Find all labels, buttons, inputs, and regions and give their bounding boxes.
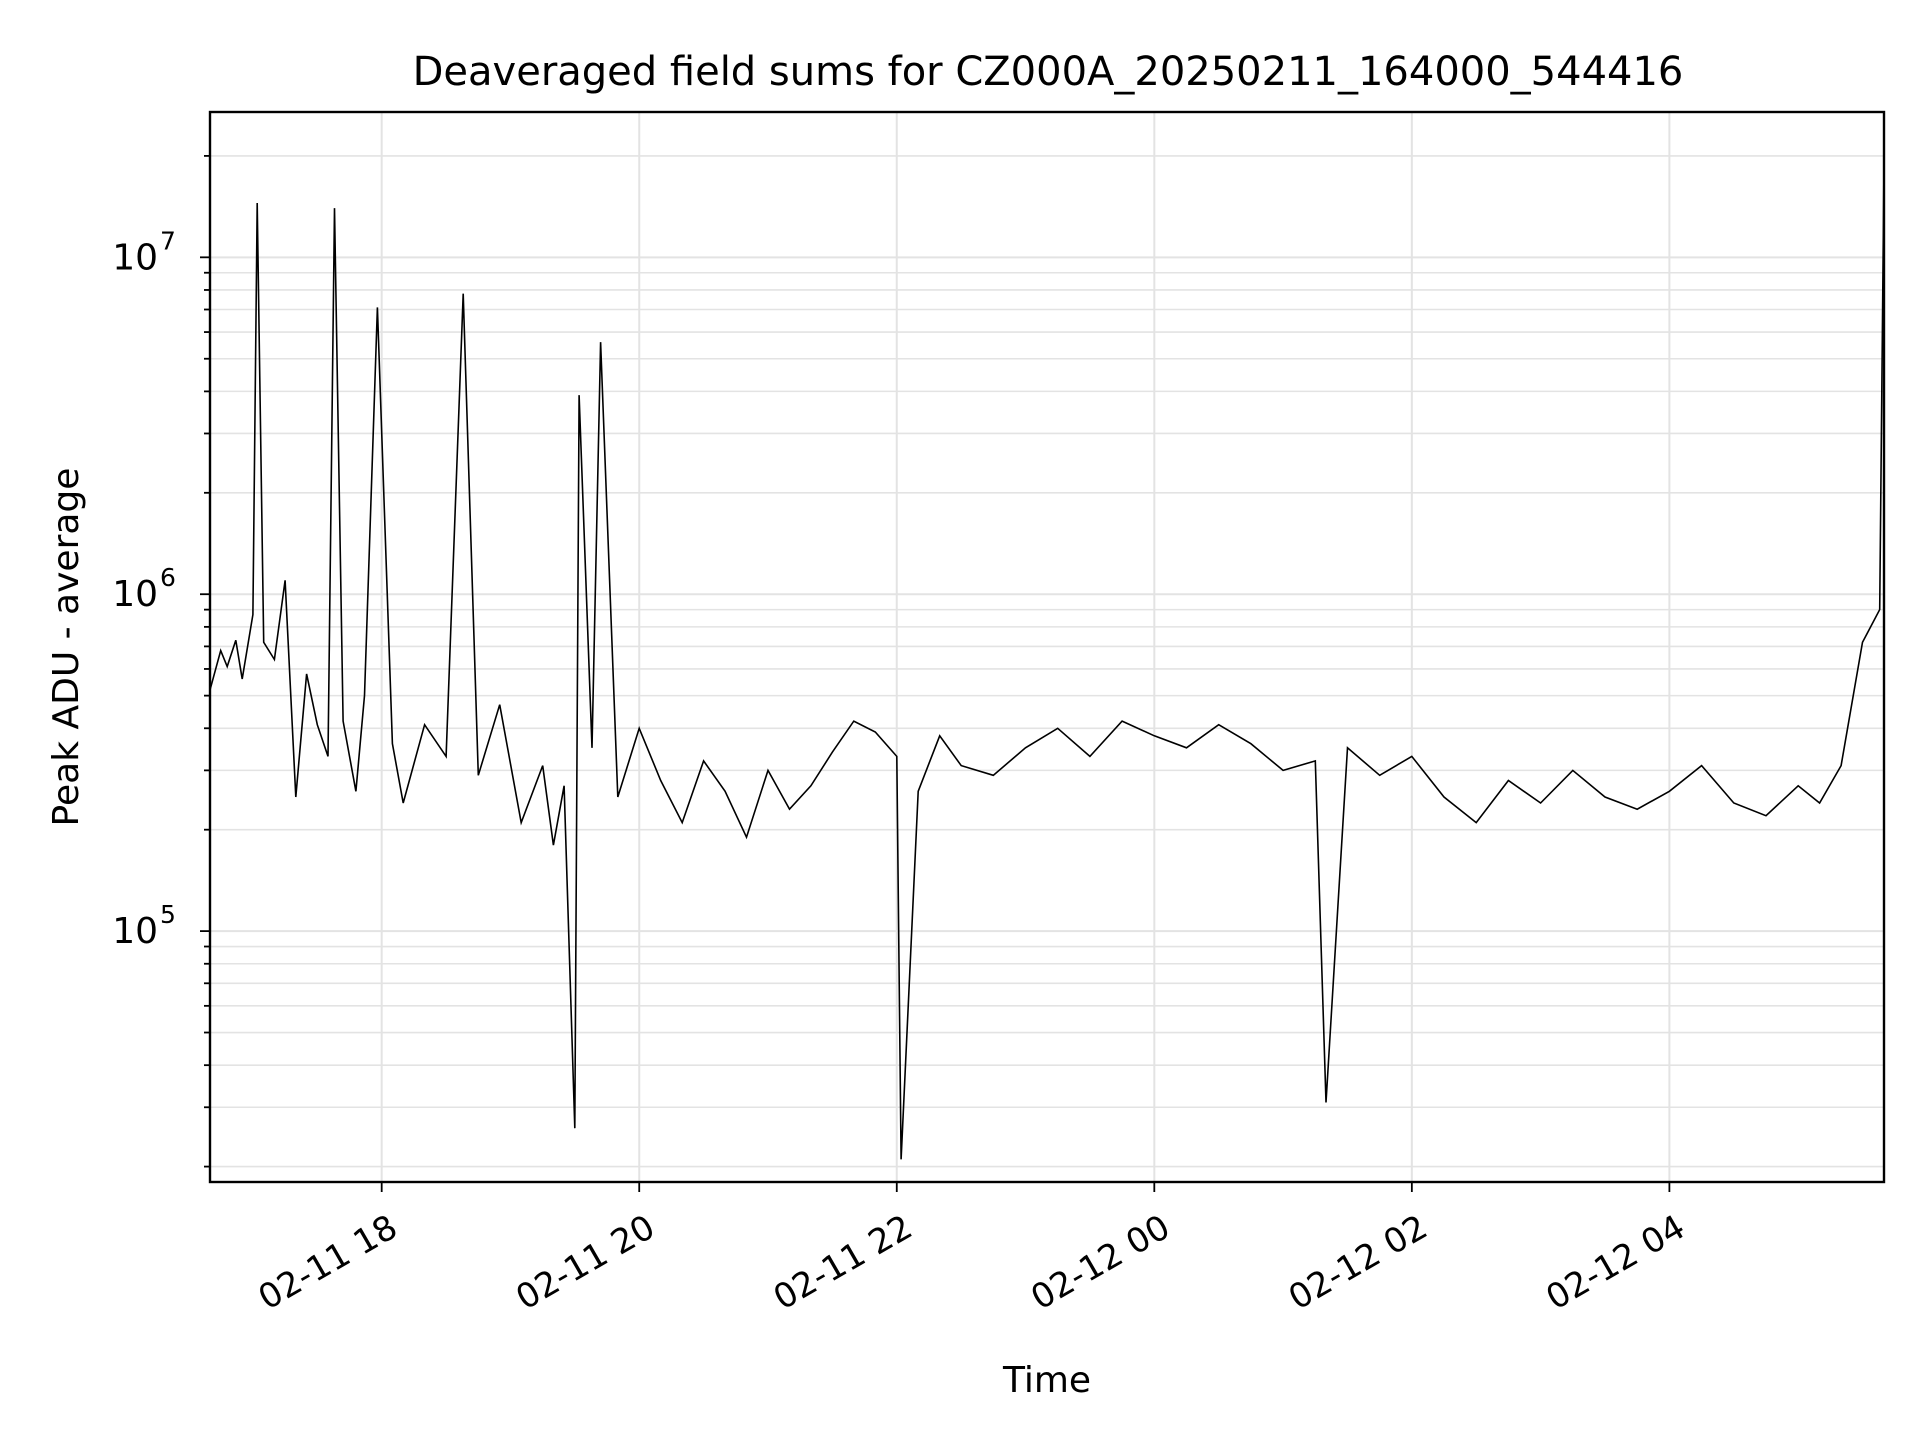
y-tick-exponent: 5 <box>160 900 176 929</box>
y-tick-label: 10 <box>112 237 158 278</box>
chart-title: Deaveraged field sums for CZ000A_2025021… <box>413 49 1684 95</box>
series-line <box>209 163 1885 1160</box>
x-axis-label: Time <box>1002 1360 1091 1401</box>
series-layer <box>209 163 1885 1160</box>
grid-layer <box>210 112 1884 1182</box>
y-tick-exponent: 7 <box>160 226 176 255</box>
y-tick-exponent: 6 <box>160 563 176 592</box>
y-tick-label: 10 <box>112 911 158 952</box>
y-tick-label: 10 <box>112 574 158 615</box>
y-axis-label: Peak ADU - average <box>46 468 87 827</box>
